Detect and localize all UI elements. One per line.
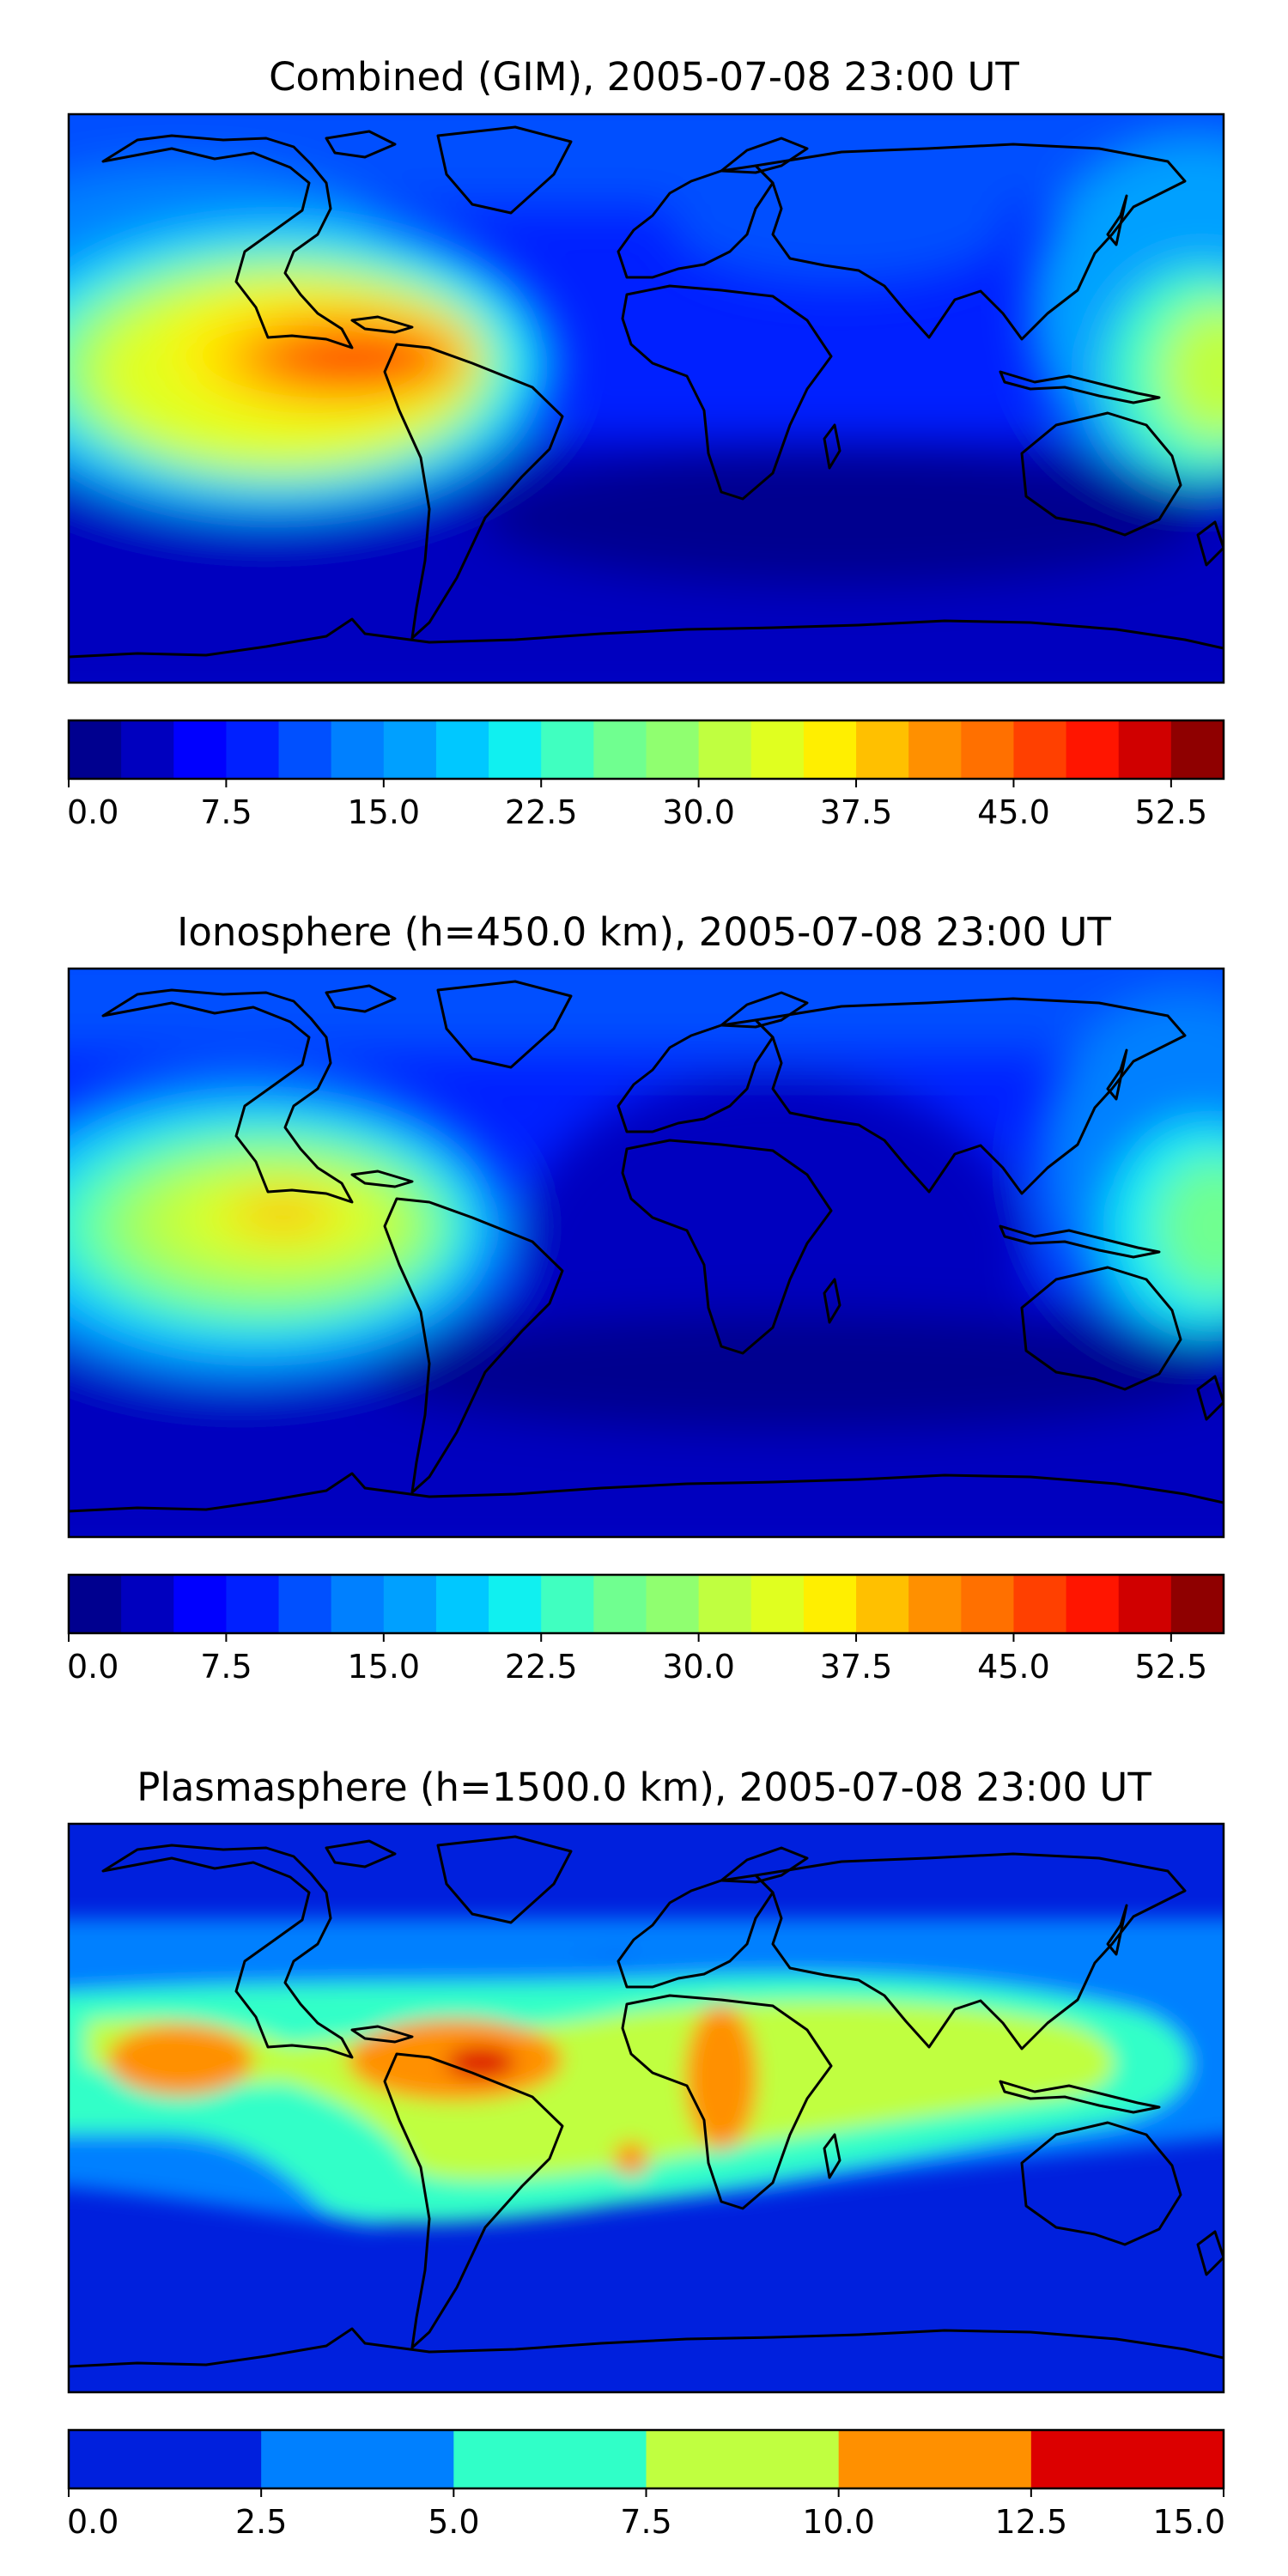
ionosphere-map-field xyxy=(69,969,1224,1537)
combined-colorbar-band-19 xyxy=(1066,720,1120,779)
combined-map xyxy=(67,112,1225,684)
ionosphere-colorbar-band-14 xyxy=(803,1575,857,1633)
plasmasphere-map xyxy=(67,1822,1225,2394)
combined-colorbar-band-11 xyxy=(646,720,700,779)
ionosphere-colorbar-tick-label-1: 7.5 xyxy=(200,1648,252,1686)
ionosphere-colorbar-band-5 xyxy=(331,1575,385,1633)
ionosphere-colorbar-band-10 xyxy=(593,1575,647,1633)
combined-colorbar-band-14 xyxy=(803,720,857,779)
combined-colorbar-band-5 xyxy=(331,720,385,779)
ionosphere-colorbar-band-8 xyxy=(489,1575,542,1633)
combined-colorbar-band-15 xyxy=(856,720,909,779)
combined-colorbar-band-12 xyxy=(698,720,752,779)
combined-colorbar-band-0 xyxy=(69,720,122,779)
combined-colorbar-tick-label-1: 7.5 xyxy=(200,793,252,831)
combined-map-field xyxy=(69,114,1224,683)
plasmasphere-colorbar-tick-label-6: 15.0 xyxy=(1152,2503,1225,2541)
ionosphere-colorbar-band-16 xyxy=(908,1575,962,1633)
combined-colorbar-band-13 xyxy=(750,720,805,779)
combined-map-title: Combined (GIM), 2005-07-08 23:00 UT xyxy=(269,54,1019,100)
combined-colorbar-band-9 xyxy=(541,720,594,779)
ionosphere-colorbar-tick-label-0: 0.0 xyxy=(67,1648,118,1686)
ionosphere-colorbar-band-4 xyxy=(278,1575,332,1633)
ionosphere-colorbar-band-18 xyxy=(1013,1575,1067,1633)
ionosphere-colorbar-band-15 xyxy=(856,1575,909,1633)
combined-colorbar-band-2 xyxy=(173,720,228,779)
combined-colorbar-band-21 xyxy=(1170,720,1224,779)
ionosphere-colorbar-band-17 xyxy=(961,1575,1015,1633)
combined-colorbar-frame xyxy=(67,719,1225,781)
plasmasphere-map-title: Plasmasphere (h=1500.0 km), 2005-07-08 2… xyxy=(137,1765,1151,1810)
combined-colorbar-band-10 xyxy=(593,720,647,779)
combined-colorbar-band-3 xyxy=(226,720,280,779)
ionosphere-colorbar-tick-label-6: 45.0 xyxy=(977,1648,1050,1686)
ionosphere-colorbar-band-20 xyxy=(1118,1575,1172,1633)
ionosphere-colorbar-tick-label-7: 52.5 xyxy=(1135,1648,1208,1686)
plasmasphere-colorbar-tick-label-3: 7.5 xyxy=(620,2503,671,2541)
ionosphere-colorbar-band-2 xyxy=(173,1575,228,1633)
ionosphere-colorbar-band-9 xyxy=(541,1575,594,1633)
combined-colorbar-tick-label-3: 22.5 xyxy=(505,793,578,831)
ionosphere-colorbar-tick-label-5: 37.5 xyxy=(820,1648,893,1686)
ionosphere-colorbar-band-21 xyxy=(1170,1575,1224,1633)
combined-colorbar-tick-label-2: 15.0 xyxy=(348,793,421,831)
combined-colorbar-band-7 xyxy=(435,720,489,779)
combined-colorbar-band-20 xyxy=(1118,720,1172,779)
ionosphere-colorbar-frame xyxy=(67,1573,1225,1635)
combined-colorbar: 0.0 7.5 15.0 22.5 30.0 37.5 45.0 52.5 xyxy=(67,719,1225,831)
ionosphere-colorbar-band-0 xyxy=(69,1575,122,1633)
combined-colorbar-tick-label-5: 37.5 xyxy=(820,793,893,831)
plasmasphere-colorbar: 0.0 2.5 5.0 7.5 10.0 12.5 15.0 xyxy=(67,2428,1225,2541)
combined-colorbar-band-8 xyxy=(489,720,542,779)
plasmasphere-colorbar-band-2 xyxy=(453,2430,647,2488)
plasmasphere-colorbar-tick-label-2: 5.0 xyxy=(428,2503,479,2541)
ionosphere-colorbar-band-1 xyxy=(121,1575,174,1633)
combined-map-frame xyxy=(67,112,1225,684)
combined-colorbar-band-17 xyxy=(961,720,1015,779)
ionosphere-colorbar-band-3 xyxy=(226,1575,280,1633)
plasmasphere-colorbar-band-0 xyxy=(69,2430,262,2488)
ionosphere-colorbar-tick-label-4: 30.0 xyxy=(662,1648,735,1686)
combined-colorbar-tick-label-0: 0.0 xyxy=(67,793,118,831)
combined-colorbar-band-16 xyxy=(908,720,962,779)
ionosphere-colorbar-band-13 xyxy=(750,1575,805,1633)
plasmasphere-colorbar-tick-label-0: 0.0 xyxy=(67,2503,118,2541)
ionosphere-colorbar-tick-label-3: 22.5 xyxy=(505,1648,578,1686)
ionosphere-map-frame xyxy=(67,967,1225,1539)
combined-colorbar-band-4 xyxy=(278,720,332,779)
plasmasphere-colorbar-band-1 xyxy=(261,2430,454,2488)
plasmasphere-colorbar-tick-label-1: 2.5 xyxy=(235,2503,287,2541)
ionosphere-map-title: Ionosphere (h=450.0 km), 2005-07-08 23:0… xyxy=(177,909,1111,955)
combined-colorbar-tick-label-6: 45.0 xyxy=(977,793,1050,831)
plasmasphere-colorbar-tick-label-5: 12.5 xyxy=(995,2503,1068,2541)
plasmasphere-colorbar-band-4 xyxy=(838,2430,1032,2488)
ionosphere-colorbar-band-19 xyxy=(1066,1575,1120,1633)
plasmasphere-colorbar-tick-label-4: 10.0 xyxy=(802,2503,875,2541)
plasmasphere-map-field xyxy=(69,1918,1224,2227)
ionosphere-colorbar: 0.0 7.5 15.0 22.5 30.0 37.5 45.0 52.5 xyxy=(67,1573,1225,1686)
combined-colorbar-tick-label-7: 52.5 xyxy=(1135,793,1208,831)
ionosphere-colorbar-band-6 xyxy=(383,1575,437,1633)
combined-colorbar-band-6 xyxy=(383,720,437,779)
combined-colorbar-band-18 xyxy=(1013,720,1067,779)
ionosphere-colorbar-tick-label-2: 15.0 xyxy=(348,1648,421,1686)
plasmasphere-colorbar-band-3 xyxy=(646,2430,840,2488)
ionosphere-colorbar-band-12 xyxy=(698,1575,752,1633)
combined-colorbar-tick-label-4: 30.0 xyxy=(662,793,735,831)
plasmasphere-colorbar-band-5 xyxy=(1030,2430,1224,2488)
combined-colorbar-band-1 xyxy=(121,720,174,779)
ionosphere-colorbar-band-7 xyxy=(435,1575,489,1633)
ionosphere-colorbar-band-11 xyxy=(646,1575,700,1633)
ionosphere-map xyxy=(67,967,1225,1539)
plasmasphere-map-frame xyxy=(67,1822,1225,2394)
